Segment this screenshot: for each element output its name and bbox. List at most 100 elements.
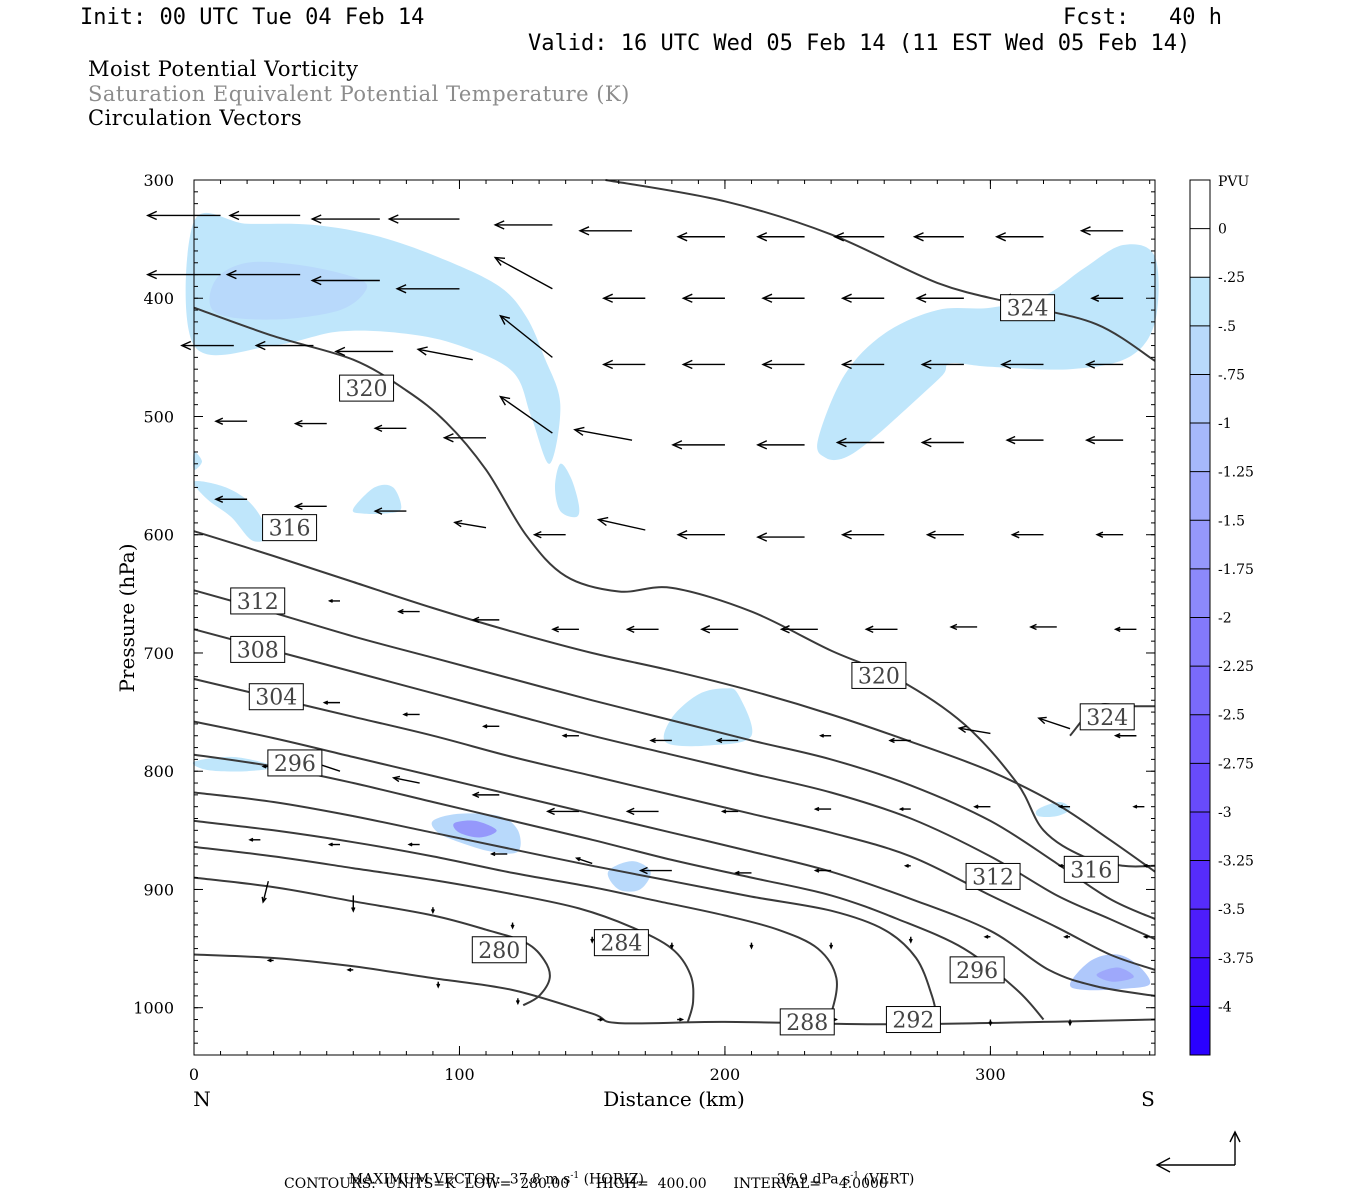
theta-contour-292 [193, 791, 939, 1020]
contour-label-text: 280 [478, 939, 520, 964]
vector-head [1057, 804, 1063, 809]
vector-head [145, 210, 157, 221]
theta-contour-layer [193, 179, 1156, 1032]
vector-head [601, 293, 613, 303]
circulation-vector [351, 895, 356, 913]
vector-head [833, 232, 845, 242]
vector-head [254, 340, 266, 351]
vector-shaft [494, 256, 553, 290]
x-tick-label: 300 [975, 1065, 1006, 1084]
contour-label-text: 324 [1086, 706, 1128, 731]
circulation-vector [625, 807, 659, 816]
vector-head [829, 944, 834, 950]
vector-head [756, 532, 768, 542]
circulation-vector [442, 433, 487, 443]
contour-label-box [949, 956, 1005, 984]
colorbar-segment [1190, 860, 1210, 910]
y-tick-label: 900 [143, 880, 174, 899]
pv-region [209, 261, 368, 320]
contour-label-box [471, 936, 527, 964]
theta-contour-316 [193, 530, 1156, 873]
vector-head [681, 293, 693, 303]
vector-head [840, 359, 852, 370]
circulation-vector [322, 700, 341, 705]
circulation-vector [601, 293, 646, 303]
vector-head [261, 896, 267, 904]
vector-head [225, 269, 237, 280]
vector-head [864, 625, 874, 634]
vector-head [756, 440, 768, 450]
circulation-vector [578, 226, 633, 236]
pv-region [352, 484, 402, 514]
vector-head [228, 210, 240, 221]
theta-contour-296 [193, 753, 1045, 1021]
circulation-vector [490, 851, 508, 857]
circulation-vector [493, 220, 553, 230]
title-vectors: Circulation Vectors [88, 106, 303, 130]
title-theta-es: Saturation Equivalent Potential Temperat… [88, 82, 630, 106]
circulation-vector [829, 942, 834, 950]
vector-head [761, 359, 773, 370]
x-right-label: S [1141, 1087, 1155, 1111]
vector-head [779, 625, 790, 634]
title-pv: Moist Potential Vorticity [88, 57, 359, 81]
contour-label: 308 [230, 635, 286, 663]
colorbar-unit: PVU [1218, 174, 1250, 190]
vector-head [756, 232, 768, 242]
contour-info: CONTOURS: UNITS=K LOW= 280.00 HIGH= 400.… [284, 1176, 888, 1192]
circulation-vector [983, 934, 991, 939]
x-tick-label: 100 [444, 1065, 475, 1084]
vector-head [402, 712, 408, 717]
colorbar-label: -3.75 [1218, 951, 1254, 967]
colorbar-segment [1190, 180, 1210, 229]
circulation-vector [840, 359, 885, 370]
vector-shaft [393, 777, 420, 784]
vector-head [988, 1021, 993, 1027]
vector-head [574, 857, 581, 862]
vector-head [387, 214, 399, 224]
circulation-vector [499, 395, 553, 434]
colorbar-segment [1190, 423, 1210, 472]
vector-head [925, 530, 936, 539]
vector-head [715, 737, 723, 744]
pv-region [555, 463, 580, 518]
vector-head [180, 340, 192, 351]
x-tick-label: 0 [189, 1065, 199, 1084]
circulation-vector [1010, 530, 1044, 539]
vector-head [482, 724, 488, 729]
colorbar-label: -.25 [1218, 270, 1245, 286]
pv-region [817, 244, 1159, 461]
circulation-vector [532, 530, 566, 539]
vector-head [957, 725, 967, 733]
vector-head [1113, 733, 1121, 739]
vector-head [920, 359, 932, 370]
contour-label-text: 312 [237, 590, 279, 615]
y-tick-label: 700 [143, 644, 174, 663]
vector-head [1142, 934, 1148, 939]
circulation-vector [293, 502, 327, 511]
circulation-vector [180, 340, 234, 351]
colorbar-segment [1190, 374, 1210, 424]
vector-head [1132, 804, 1138, 809]
colorbar-segment [1190, 228, 1210, 278]
circulation-vector [840, 530, 885, 540]
vector-head [561, 733, 568, 738]
circulation-vector [327, 842, 341, 847]
circulation-vector [925, 530, 964, 539]
colorbar-label: -3.5 [1218, 902, 1245, 918]
max-horiz-value: 37.8 m s [509, 1171, 571, 1188]
vector-head [676, 530, 688, 540]
circulation-vector [649, 737, 672, 744]
circulation-vector [994, 232, 1044, 242]
circulation-vector [145, 210, 221, 221]
max-horiz-unit: (HORIZ) [583, 1171, 644, 1188]
circulation-vector [625, 625, 659, 634]
vector-head [888, 737, 895, 744]
circulation-vector [248, 837, 261, 842]
circulation-vector [638, 866, 672, 875]
vector-head [1063, 934, 1069, 939]
vector-head [327, 598, 333, 603]
vector-head [490, 851, 496, 857]
circulation-vector [254, 340, 314, 351]
reference-vector-icon [1155, 1130, 1241, 1173]
